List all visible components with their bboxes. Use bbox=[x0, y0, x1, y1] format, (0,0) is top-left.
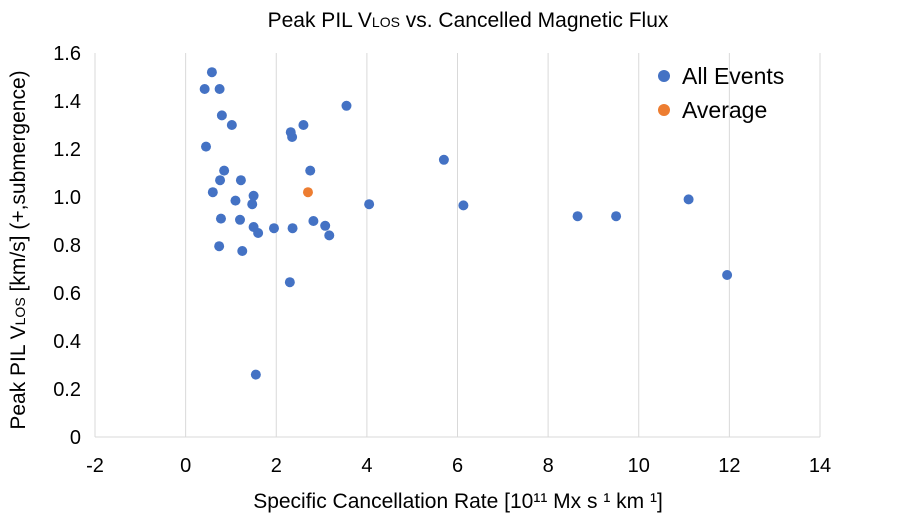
point-all-events bbox=[572, 211, 583, 222]
point-all-events bbox=[215, 213, 226, 224]
point-all-events bbox=[248, 190, 259, 201]
point-all-events bbox=[324, 230, 335, 241]
chart-title-rest: vs. Cancelled Magnetic Flux bbox=[400, 9, 669, 32]
y-tick-label: 1.0 bbox=[53, 187, 81, 209]
point-all-events bbox=[683, 194, 694, 205]
x-tick-label: 0 bbox=[180, 455, 191, 477]
point-all-events bbox=[287, 223, 298, 234]
point-all-events bbox=[253, 228, 264, 238]
point-all-events bbox=[226, 120, 237, 130]
y-axis-title-rest: [km/s] (+,submergence) bbox=[7, 70, 30, 297]
point-all-events bbox=[237, 246, 248, 256]
gridlines bbox=[94, 53, 821, 438]
point-all-events bbox=[287, 132, 298, 142]
point-all-events bbox=[320, 220, 331, 231]
point-all-events bbox=[199, 84, 210, 94]
y-tick-label: 1.2 bbox=[53, 139, 81, 161]
point-all-events bbox=[305, 165, 316, 176]
x-tick-label: 8 bbox=[543, 455, 554, 477]
point-all-events bbox=[206, 67, 217, 78]
x-tick-label: 10 bbox=[628, 455, 650, 477]
point-all-events bbox=[611, 211, 622, 222]
y-tick-label: 1.6 bbox=[53, 43, 81, 65]
point-all-events bbox=[216, 110, 227, 121]
point-all-events bbox=[201, 141, 212, 152]
chart-title-subscript: LOS bbox=[372, 14, 400, 30]
point-average bbox=[302, 187, 313, 198]
y-axis-title: Peak PIL VLOS [km/s] (+,submergence) bbox=[7, 70, 30, 429]
point-all-events bbox=[284, 277, 295, 288]
y-tick-label: 0.2 bbox=[53, 379, 81, 401]
point-all-events bbox=[215, 175, 226, 186]
point-all-events bbox=[219, 165, 230, 176]
legend-marker-average bbox=[658, 104, 670, 116]
x-tick-label: 14 bbox=[809, 455, 831, 477]
y-tick-label: 0.8 bbox=[53, 235, 81, 257]
x-axis-title: Specific Cancellation Rate [10¹¹ Mx s ¹ … bbox=[253, 490, 663, 513]
y-axis-title-main: Peak PIL V bbox=[7, 325, 30, 429]
x-tick-label: 2 bbox=[271, 455, 282, 477]
point-all-events bbox=[298, 120, 309, 130]
y-tick-label: 0 bbox=[70, 427, 81, 449]
point-all-events bbox=[364, 199, 375, 210]
x-tick-label: -2 bbox=[86, 455, 104, 477]
point-all-events bbox=[230, 195, 241, 206]
point-all-events bbox=[250, 369, 261, 380]
point-all-events bbox=[235, 175, 246, 186]
x-tick-labels: -2 0 2 4 6 8 10 12 14 bbox=[86, 455, 831, 477]
y-axis-title-subscript: LOS bbox=[12, 297, 28, 325]
legend: All Events Average bbox=[658, 63, 784, 123]
point-all-events bbox=[722, 270, 733, 280]
point-all-events bbox=[341, 100, 352, 111]
legend-label-all-events: All Events bbox=[682, 63, 784, 89]
point-all-events bbox=[458, 200, 469, 211]
legend-label-average: Average bbox=[682, 97, 767, 123]
point-all-events bbox=[214, 241, 225, 252]
chart-title: Peak PIL VLOS vs. Cancelled Magnetic Flu… bbox=[268, 9, 669, 32]
y-tick-label: 0.6 bbox=[53, 283, 81, 305]
y-tick-labels: 0 0.2 0.4 0.6 0.8 1.0 1.2 1.4 1.6 bbox=[53, 43, 81, 449]
legend-marker-all-events bbox=[658, 70, 670, 82]
point-all-events bbox=[438, 154, 449, 165]
x-tick-label: 6 bbox=[452, 455, 463, 477]
y-tick-label: 0.4 bbox=[53, 331, 81, 353]
chart-title-main: Peak PIL V bbox=[268, 9, 372, 32]
x-tick-label: 4 bbox=[361, 455, 372, 477]
point-all-events bbox=[268, 223, 279, 234]
point-all-events bbox=[207, 187, 218, 198]
point-all-events bbox=[308, 216, 319, 226]
point-all-events bbox=[235, 214, 245, 225]
point-all-events bbox=[214, 84, 225, 94]
y-tick-label: 1.4 bbox=[53, 91, 81, 113]
x-tick-label: 12 bbox=[718, 455, 740, 477]
point-all-events bbox=[247, 199, 258, 210]
data-points bbox=[199, 67, 733, 380]
